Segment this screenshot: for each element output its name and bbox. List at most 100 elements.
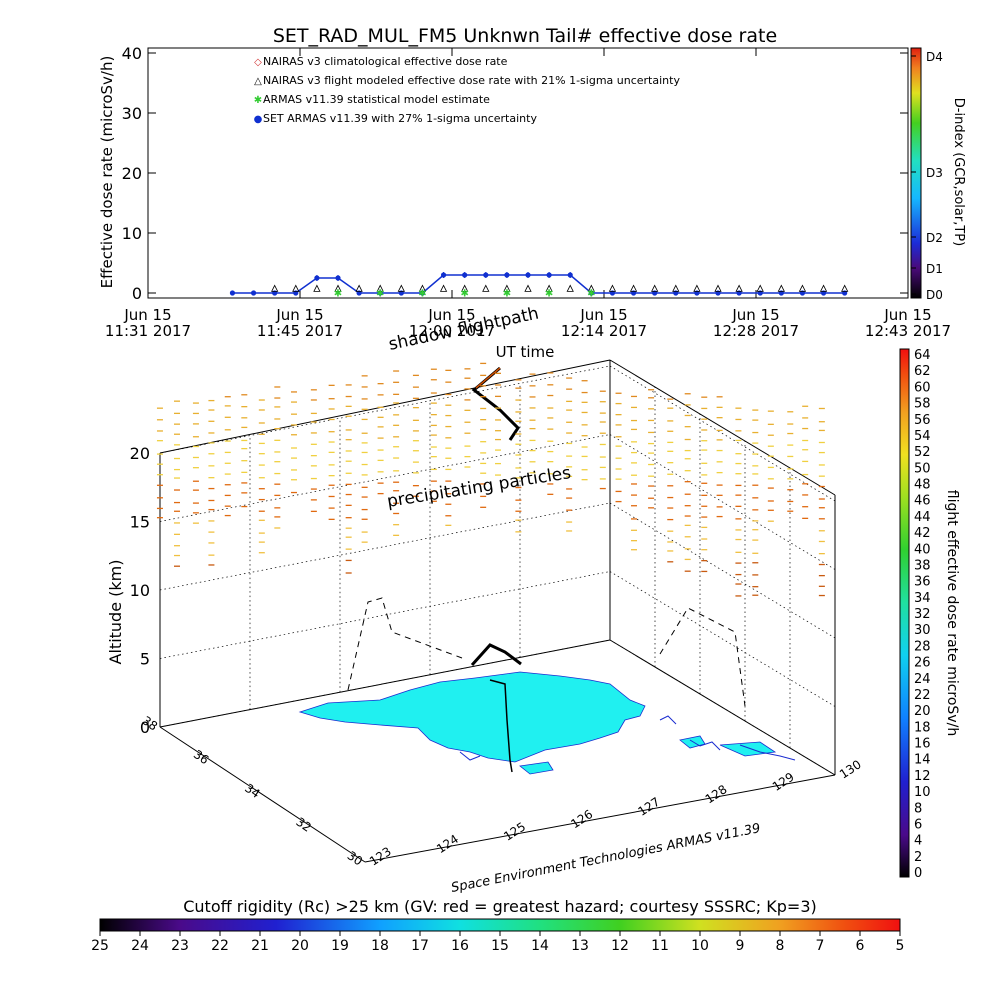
longitude-tick-label: 125 xyxy=(501,819,528,843)
data-point xyxy=(292,284,300,292)
cutoff-tick-label: 7 xyxy=(816,938,825,954)
cutoff-tick-label: 17 xyxy=(411,938,429,954)
data-point: ✱ xyxy=(376,288,384,299)
gridline xyxy=(609,365,836,502)
annotation-particles: precipitating particles xyxy=(386,463,573,512)
gridline xyxy=(159,365,611,454)
cutoff-tick-label: 22 xyxy=(211,938,229,954)
dose-tick-label: 54 xyxy=(914,429,931,444)
dose-tick-label: 62 xyxy=(914,364,931,379)
data-point: ✱ xyxy=(418,288,426,299)
altitude-label: Altitude (km) xyxy=(106,560,125,665)
legend-entry: ARMAS v11.39 statistical model estimate xyxy=(263,93,490,106)
cutoff-tick-label: 6 xyxy=(856,938,865,954)
dose-tick-label: 40 xyxy=(914,542,931,557)
legend-marker: △ xyxy=(254,76,262,87)
data-point xyxy=(314,275,320,281)
dose-tick-label: 58 xyxy=(914,397,931,412)
data-point xyxy=(629,284,638,292)
data-point xyxy=(418,284,427,292)
cutoff-tick-label: 9 xyxy=(736,938,745,954)
dose-tick-label: 20 xyxy=(914,704,931,719)
data-point xyxy=(714,284,722,292)
latitude-tick-label: 34 xyxy=(242,781,262,801)
dose-tick-label: 6 xyxy=(914,817,922,832)
y-tick-label: 40 xyxy=(122,44,142,63)
dose-tick-label: 16 xyxy=(914,737,931,752)
data-point xyxy=(545,284,553,292)
data-point xyxy=(841,284,849,292)
dose-tick-label: 50 xyxy=(914,461,931,476)
3d-gridlines xyxy=(159,365,836,776)
gridline xyxy=(159,571,611,659)
dose-label: flight effective dose rate microSv/h xyxy=(944,490,960,736)
cutoff-tick-label: 10 xyxy=(691,938,709,954)
data-point xyxy=(651,284,659,292)
coastline-details xyxy=(459,715,796,761)
dose-tick-label: 48 xyxy=(914,478,931,493)
dose-tick-label: 64 xyxy=(914,348,931,363)
longitude-tick-label: 128 xyxy=(703,782,730,806)
data-point xyxy=(250,290,257,296)
data-point xyxy=(271,284,279,292)
x-tick-label: 12:14 2017 xyxy=(561,322,647,340)
dose-tick-label: 10 xyxy=(914,785,931,800)
cutoff-tick-label: 18 xyxy=(371,938,389,954)
dose-tick-label: 8 xyxy=(914,801,922,816)
data-point xyxy=(440,272,447,278)
legend-entry: NAIRAS v3 climatological effective dose … xyxy=(263,55,508,68)
chart-title: SET_RAD_MUL_FM5 Unknwn Tail# effective d… xyxy=(273,25,777,47)
dose-tick-label: 46 xyxy=(914,494,931,509)
longitude-tick-label: 123 xyxy=(367,844,394,868)
dose-tick-label: 44 xyxy=(914,510,931,525)
dindex-tick-label: D3 xyxy=(926,166,943,180)
legend-entry: SET ARMAS v11.39 with 27% 1-sigma uncert… xyxy=(263,112,537,125)
3d-box xyxy=(159,359,836,863)
dose-tick-label: 34 xyxy=(914,591,931,606)
shadow-flightpath xyxy=(347,597,746,707)
altitude-tick-label: 20 xyxy=(130,444,150,463)
data-point xyxy=(313,284,321,292)
cutoff-ticks: 25 24 23 22 21 20 19 18 17 16 15 14 13 12 11 10 9 8 7 6 5 xyxy=(91,931,904,954)
x-tick-label: 12:00 2017 xyxy=(409,322,495,340)
dindex-label: D-index (GCR,solar,TP) xyxy=(951,98,966,246)
data-point xyxy=(229,290,236,296)
cutoff-tick-label: 19 xyxy=(331,938,349,954)
altitude-tick-label: 0 xyxy=(140,718,150,737)
data-point xyxy=(483,272,489,278)
y-axis-ticks: 0 10 20 30 40 xyxy=(122,44,908,303)
data-point xyxy=(693,284,701,292)
x-tick-label: 11:45 2017 xyxy=(257,322,343,340)
data-point xyxy=(735,284,743,292)
legend-entry: NAIRAS v3 flight modeled effective dose … xyxy=(263,74,680,87)
x-tick-label: 12:28 2017 xyxy=(713,322,799,340)
data-point xyxy=(546,272,552,278)
data-point xyxy=(525,272,531,278)
cutoff-tick-label: 5 xyxy=(896,938,905,954)
cutoff-tick-label: 8 xyxy=(776,938,785,954)
dose-tick-label: 2 xyxy=(914,850,922,865)
data-point xyxy=(462,272,468,278)
cutoff-tick-label: 24 xyxy=(131,938,149,954)
data-point xyxy=(503,284,511,292)
cutoff-tick-label: 16 xyxy=(451,938,469,954)
data-point xyxy=(777,284,785,292)
x-tick-label: Jun 15 xyxy=(579,306,627,324)
latitude-tick-label: 36 xyxy=(191,747,211,767)
longitude-tick-label: 129 xyxy=(770,770,797,794)
dose-tick-label: 26 xyxy=(914,656,931,671)
dose-tick-label: 0 xyxy=(914,866,922,881)
precipitating-particles xyxy=(156,362,825,597)
y-tick-label: 20 xyxy=(122,164,142,183)
dose-tick-label: 60 xyxy=(914,380,931,395)
dose-tick-label: 56 xyxy=(914,413,931,428)
dose-tick-label: 24 xyxy=(914,672,931,687)
data-point xyxy=(756,284,764,292)
series-group: ✱ ✱ ✱ ✱ ✱ ✱ ✱ xyxy=(229,272,849,299)
data-point xyxy=(355,284,363,292)
latitude-tick-label: 30 xyxy=(345,848,365,868)
cutoff-label: Cutoff rigidity (Rc) >25 km (GV: red = g… xyxy=(183,897,817,916)
dose-tick-label: 32 xyxy=(914,607,931,622)
